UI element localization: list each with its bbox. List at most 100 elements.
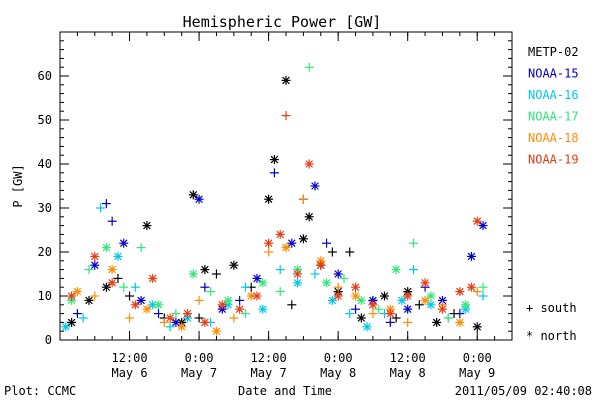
south-point-noaa-16 [78, 313, 88, 323]
south-point-noaa-17 [478, 282, 488, 292]
north-point-noaa-19 [148, 273, 158, 283]
south-point-noaa-15 [200, 282, 210, 292]
north-point-metp-02 [281, 75, 291, 85]
south-point-metp-02 [391, 313, 401, 323]
north-point-noaa-17 [258, 278, 268, 288]
south-point-noaa-16 [408, 265, 418, 275]
x-axis-label: Date and Time [238, 384, 332, 398]
north-point-noaa-17 [461, 300, 471, 310]
north-point-noaa-19 [217, 300, 227, 310]
legend-entry: METP-02 [528, 45, 579, 59]
south-point-noaa-18 [159, 317, 169, 327]
x-tick-date: May 8 [320, 366, 356, 380]
x-tick-date: May 8 [390, 366, 426, 380]
y-tick-label: 60 [38, 69, 52, 83]
north-point-noaa-19 [420, 278, 430, 288]
north-point-noaa-16 [426, 300, 436, 310]
south-point-noaa-16 [240, 282, 250, 292]
north-point-noaa-16 [327, 295, 337, 305]
north-point-noaa-19 [333, 291, 343, 301]
north-point-noaa-17 [322, 278, 332, 288]
marker-legend: + south * north [526, 301, 577, 343]
north-point-noaa-16 [61, 322, 71, 332]
north-point-noaa-19 [90, 251, 100, 261]
north-point-metp-02 [298, 234, 308, 244]
north-point-noaa-17 [391, 265, 401, 275]
south-point-noaa-17 [240, 309, 250, 319]
north-point-noaa-18 [142, 304, 152, 314]
legend: METP-02 NOAA-15 NOAA-16 NOAA-17 NOAA-18 NOAA-… [528, 45, 579, 167]
north-point-metp-02 [264, 194, 274, 204]
south-point-noaa-18 [194, 295, 204, 305]
north-point-noaa-15 [287, 238, 297, 248]
legend-entry: NOAA-17 [528, 110, 579, 124]
north-point-noaa-18 [177, 322, 187, 332]
south-point-noaa-16 [130, 282, 140, 292]
south-point-noaa-17 [275, 287, 285, 297]
data-points [61, 62, 488, 336]
north-point-noaa-19 [130, 300, 140, 310]
south-point-noaa-17 [408, 238, 418, 248]
north-point-noaa-16 [258, 304, 268, 314]
north-point-metp-02 [200, 265, 210, 275]
legend-entry: NOAA-15 [528, 67, 579, 81]
y-tick-label: 30 [38, 201, 52, 215]
south-point-noaa-18 [368, 309, 378, 319]
north-point-noaa-19 [368, 300, 378, 310]
y-tick-label: 50 [38, 113, 52, 127]
south-point-noaa-17 [304, 62, 314, 72]
marker-legend-entry: + south [526, 301, 577, 315]
south-point-metp-02 [345, 247, 355, 257]
north-point-metp-02 [229, 260, 239, 270]
north-point-noaa-19 [264, 238, 274, 248]
south-point-noaa-17 [84, 265, 94, 275]
south-point-noaa-15 [154, 309, 164, 319]
south-point-noaa-18 [333, 282, 343, 292]
north-point-noaa-15 [90, 260, 100, 270]
north-point-noaa-19 [107, 278, 117, 288]
south-point-noaa-17 [136, 243, 146, 253]
south-point-noaa-15 [101, 199, 111, 209]
north-point-noaa-15 [136, 295, 146, 305]
north-point-noaa-19 [67, 291, 77, 301]
south-point-noaa-16 [310, 269, 320, 279]
x-tick-time: 12:00 [251, 351, 287, 365]
x-tick-time: 0:00 [324, 351, 353, 365]
north-point-metp-02 [304, 212, 314, 222]
north-point-noaa-17 [426, 291, 436, 301]
north-point-noaa-18 [351, 291, 361, 301]
north-point-noaa-19 [351, 282, 361, 292]
y-tick-label: 10 [38, 289, 52, 303]
north-point-noaa-15 [403, 304, 413, 314]
south-point-noaa-15 [385, 317, 395, 327]
north-point-noaa-19 [385, 309, 395, 319]
south-point-noaa-16 [165, 322, 175, 332]
north-point-noaa-18 [281, 243, 291, 253]
x-tick-time: 0:00 [185, 351, 214, 365]
legend-entry: NOAA-19 [528, 153, 579, 167]
south-point-metp-02 [113, 273, 123, 283]
north-point-noaa-19 [472, 216, 482, 226]
north-point-metp-02 [269, 155, 279, 165]
south-point-noaa-16 [345, 309, 355, 319]
north-point-noaa-15 [310, 181, 320, 191]
north-point-noaa-19 [235, 304, 245, 314]
south-point-noaa-15 [235, 295, 245, 305]
south-point-metp-02 [211, 269, 221, 279]
y-tick-label: 20 [38, 245, 52, 259]
x-tick-time: 12:00 [390, 351, 426, 365]
north-point-noaa-15 [194, 194, 204, 204]
south-point-metp-02 [287, 300, 297, 310]
north-point-noaa-15 [119, 238, 129, 248]
south-point-noaa-15 [455, 309, 465, 319]
south-point-noaa-18 [264, 247, 274, 257]
south-point-metp-02 [125, 291, 135, 301]
south-point-noaa-15 [351, 304, 361, 314]
north-point-metp-02 [67, 317, 77, 327]
footer-timestamp: 2011/05/09 02:40:08 [455, 384, 592, 398]
south-point-noaa-19 [281, 111, 291, 121]
south-point-noaa-18 [298, 194, 308, 204]
south-point-metp-02 [414, 300, 424, 310]
